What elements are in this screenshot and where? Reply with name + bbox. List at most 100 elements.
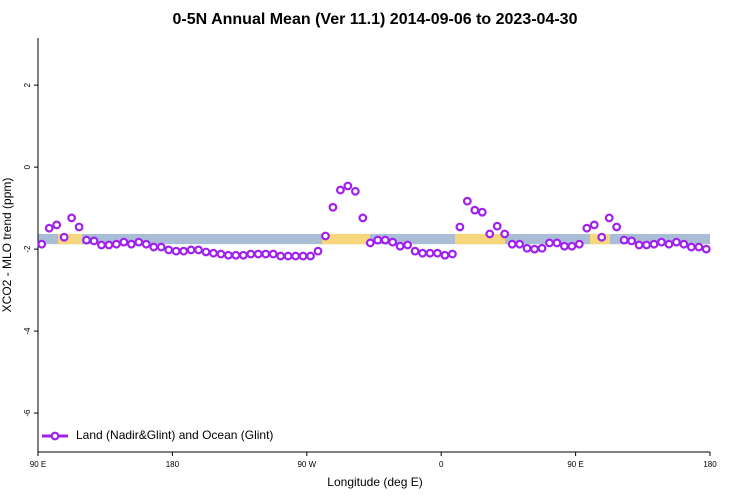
point xyxy=(216,249,226,259)
point xyxy=(321,231,330,241)
point xyxy=(156,242,166,252)
point xyxy=(410,246,420,256)
point xyxy=(111,239,121,249)
point xyxy=(686,242,696,252)
point xyxy=(597,232,607,242)
point xyxy=(52,220,62,230)
point xyxy=(455,222,465,232)
point xyxy=(433,248,442,258)
point xyxy=(515,239,524,249)
point xyxy=(567,241,577,251)
point xyxy=(350,186,360,196)
point xyxy=(612,222,622,232)
point xyxy=(545,238,554,248)
point xyxy=(358,213,368,223)
point xyxy=(619,235,629,245)
point xyxy=(470,205,480,215)
point xyxy=(261,249,271,259)
point xyxy=(141,239,151,249)
point xyxy=(231,250,241,260)
point xyxy=(298,251,308,261)
point xyxy=(403,240,413,250)
land-band xyxy=(58,233,83,245)
point xyxy=(67,213,76,223)
point xyxy=(664,239,674,249)
point xyxy=(701,244,711,254)
point xyxy=(194,245,203,255)
point xyxy=(589,220,599,230)
point xyxy=(126,239,136,249)
x-tick-label: 90 E xyxy=(30,460,46,469)
x-axis-label: Longitude (deg E) xyxy=(327,475,422,489)
y-tick-label: -6 xyxy=(23,409,32,417)
point xyxy=(365,238,375,248)
point xyxy=(328,202,338,212)
point xyxy=(373,235,383,245)
point xyxy=(507,239,517,249)
point xyxy=(59,232,69,242)
point xyxy=(694,242,704,252)
point xyxy=(634,240,644,250)
point xyxy=(291,251,301,261)
point xyxy=(186,245,196,255)
point xyxy=(582,223,592,233)
point xyxy=(485,229,495,239)
y-axis-label: XCO2 - MLO trend (ppm) xyxy=(0,178,14,313)
point xyxy=(522,243,532,253)
point xyxy=(201,247,211,257)
point xyxy=(246,249,256,259)
y-tick-label: -4 xyxy=(23,327,32,335)
point xyxy=(500,229,510,239)
point xyxy=(657,237,666,247)
point xyxy=(462,196,472,206)
point xyxy=(164,245,174,255)
point xyxy=(89,236,99,246)
x-tick-label: 0 xyxy=(439,460,444,469)
point xyxy=(268,249,278,259)
point xyxy=(395,241,405,251)
point xyxy=(679,239,689,249)
point xyxy=(574,239,584,249)
point xyxy=(223,250,233,260)
point xyxy=(149,242,159,252)
point xyxy=(477,207,487,217)
point xyxy=(119,237,129,247)
point xyxy=(238,250,248,260)
point xyxy=(253,249,263,259)
y-tick-label: 0 xyxy=(23,164,32,169)
point xyxy=(134,237,144,247)
land-band xyxy=(454,233,505,245)
point xyxy=(552,238,562,248)
point xyxy=(672,237,681,247)
legend-marker xyxy=(50,431,60,441)
point xyxy=(537,243,547,253)
y-tick-label: 2 xyxy=(23,82,32,87)
point xyxy=(179,246,189,256)
point xyxy=(642,240,651,250)
point xyxy=(74,222,84,232)
point xyxy=(97,240,106,250)
point xyxy=(604,213,614,223)
point xyxy=(492,221,502,231)
x-tick-label: 90 E xyxy=(567,460,583,469)
point xyxy=(171,246,181,256)
point xyxy=(343,181,353,191)
point xyxy=(560,241,569,251)
point xyxy=(37,239,47,249)
point xyxy=(276,251,286,261)
point xyxy=(425,248,435,258)
x-tick-label: 180 xyxy=(166,460,180,469)
point xyxy=(627,236,636,246)
point xyxy=(283,251,293,261)
point xyxy=(380,235,390,245)
point xyxy=(388,237,398,247)
point xyxy=(336,185,345,195)
land-band xyxy=(322,233,370,245)
point xyxy=(418,248,427,258)
point xyxy=(306,251,315,261)
point xyxy=(448,249,457,259)
y-tick-label: -2 xyxy=(23,245,32,253)
legend-label: Land (Nadir&Glint) and Ocean (Glint) xyxy=(76,428,273,442)
point xyxy=(44,223,54,233)
